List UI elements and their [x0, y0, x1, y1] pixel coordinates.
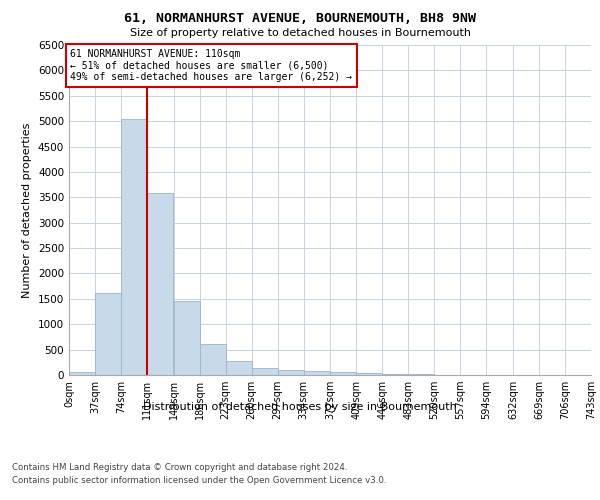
Text: Contains HM Land Registry data © Crown copyright and database right 2024.: Contains HM Land Registry data © Crown c…	[12, 462, 347, 471]
Text: Size of property relative to detached houses in Bournemouth: Size of property relative to detached ho…	[130, 28, 470, 38]
Bar	[382, 374, 409, 375]
Bar	[251, 368, 278, 375]
Text: 61, NORMANHURST AVENUE, BOURNEMOUTH, BH8 9NW: 61, NORMANHURST AVENUE, BOURNEMOUTH, BH8…	[124, 12, 476, 26]
Bar	[331, 372, 356, 375]
Bar	[226, 362, 251, 375]
Bar	[173, 302, 200, 375]
Bar	[278, 370, 304, 375]
Text: Contains public sector information licensed under the Open Government Licence v3: Contains public sector information licen…	[12, 476, 386, 485]
Text: Distribution of detached houses by size in Bournemouth: Distribution of detached houses by size …	[143, 402, 457, 412]
Bar	[95, 293, 121, 375]
Bar	[356, 374, 382, 375]
Bar	[147, 193, 173, 375]
Bar	[69, 372, 95, 375]
Y-axis label: Number of detached properties: Number of detached properties	[22, 122, 32, 298]
Bar	[200, 344, 226, 375]
Bar	[304, 371, 329, 375]
Bar	[121, 118, 147, 375]
Text: 61 NORMANHURST AVENUE: 110sqm
← 51% of detached houses are smaller (6,500)
49% o: 61 NORMANHURST AVENUE: 110sqm ← 51% of d…	[70, 49, 352, 82]
Bar	[409, 374, 434, 375]
